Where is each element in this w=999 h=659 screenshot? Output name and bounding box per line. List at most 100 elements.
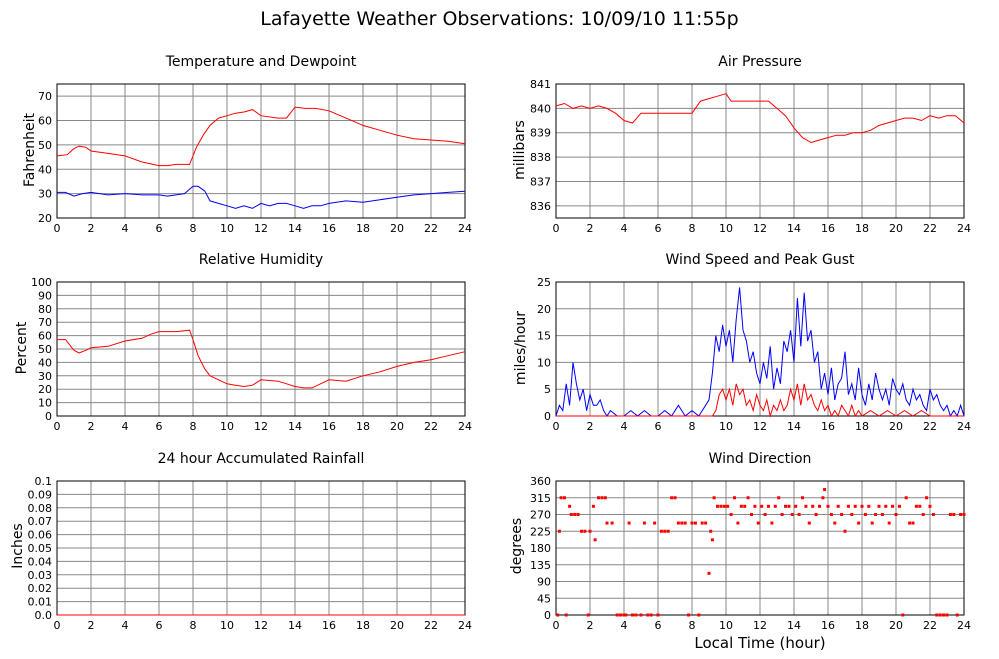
data-point [814,513,818,516]
x-tick-label: 10 [719,619,733,632]
y-tick-label: 20 [38,212,52,225]
y-tick-label: 270 [530,509,551,522]
data-point [624,613,628,617]
data-point [784,504,787,508]
y-tick-label: 180 [530,542,551,555]
y-tick-label: 0 [544,609,551,622]
y-tick-label: 0 [544,410,551,423]
x-tick-label: 18 [356,222,370,235]
data-point [666,529,670,533]
data-point [733,496,736,500]
y-tick-label: 15 [537,330,551,343]
y-tick-label: 60 [38,330,52,343]
data-point [962,513,966,516]
y-tick-label: 0.08 [28,502,53,515]
x-tick-label: 8 [190,619,197,632]
data-point [901,613,905,617]
chart-title: Wind Direction [708,451,812,467]
y-tick-label: 20 [537,303,551,316]
x-tick-label: 10 [220,222,234,235]
x-tick-label: 18 [855,420,869,433]
x-tick-label: 16 [322,619,336,632]
x-tick-label: 16 [322,420,336,433]
data-point [557,529,561,533]
data-point [867,504,871,508]
y-tick-label: 90 [537,576,551,589]
data-point [836,504,840,508]
x-axis-title: Local Time (hour) [694,634,826,652]
series-line [555,93,965,144]
data-point [891,504,895,508]
data-point [811,504,815,508]
data-point [580,529,583,533]
data-point [712,496,716,500]
data-point [653,521,657,525]
y-axis-label: miles/hour [513,310,529,386]
series-line [57,329,466,389]
x-tick-label: 20 [889,222,903,235]
data-point [559,496,563,500]
x-tick-label: 24 [458,619,472,632]
y-tick-label: 0.09 [28,488,53,501]
x-tick-label: 0 [54,420,61,433]
data-point [719,504,723,508]
data-point [880,513,884,516]
y-tick-label: 0.1 [35,475,53,488]
data-point [843,529,847,533]
data-point [709,529,713,533]
y-tick-label: 0.01 [28,596,53,609]
wind-direction-chart: Wind Direction 0 2 4 6 8 10 12 14 16 18 20 22 24 0 45 9… [530,451,971,632]
y-tick-label: 841 [530,78,551,91]
data-point [576,513,580,516]
x-tick-label: 12 [254,619,268,632]
data-point [928,504,932,508]
x-tick-label: 4 [122,619,129,632]
data-point [877,504,881,508]
humidity-plot: 0 2 4 6 8 10 12 14 16 18 20 22 240102030405060708090… [31,276,472,433]
data-point [591,504,595,508]
y-tick-label: 5 [544,383,551,396]
y-axis-label: Inches [10,523,26,569]
data-point [860,504,864,508]
y-tick-label: 45 [537,592,551,605]
series-line [57,185,466,209]
data-point [823,488,827,492]
data-point [904,496,908,500]
data-point [945,613,949,617]
data-point [750,513,753,516]
data-point [908,521,912,525]
data-point [722,504,726,508]
data-point [857,521,861,525]
data-point [952,513,956,516]
x-tick-label: 24 [458,420,472,433]
y-tick-label: 0.05 [28,542,53,555]
chart-title: Relative Humidity [198,252,324,268]
y-tick-label: 0.02 [28,582,53,595]
data-point [846,504,850,508]
x-tick-label: 4 [621,222,628,235]
data-point [700,521,704,525]
wind-speed-chart: Wind Speed and Peak Gust 0 2 4 6 8 10 12 14 16 18… [537,252,971,433]
data-point [707,571,711,575]
y-tick-label: 90 [38,289,52,302]
x-tick-label: 4 [122,420,129,433]
data-point [690,521,694,525]
y-tick-label: 25 [537,276,551,289]
x-tick-label: 16 [322,222,336,235]
y-tick-label: 50 [38,139,52,152]
y-axis-label: degrees [509,517,525,575]
x-tick-label: 0 [54,222,61,235]
data-point [687,613,691,617]
data-point [942,613,946,617]
data-point [600,496,604,500]
data-point [729,513,733,516]
y-tick-label: 0.03 [28,569,53,582]
x-tick-label: 0 [553,222,560,235]
x-tick-label: 6 [655,619,662,632]
data-point [948,513,952,516]
x-tick-label: 12 [254,420,268,433]
data-point [767,504,770,508]
data-point [597,496,600,500]
x-tick-label: 0 [54,619,61,632]
data-point [925,496,929,500]
